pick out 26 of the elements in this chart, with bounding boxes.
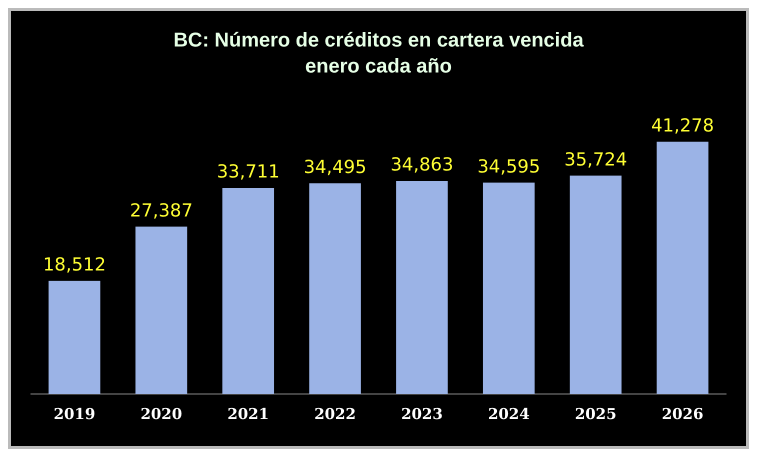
bar [48, 280, 100, 394]
data-label: 41,278 [651, 115, 714, 136]
chart-title: BC: Número de créditos en cartera vencida [173, 30, 584, 52]
data-label: 33,711 [216, 162, 280, 183]
x-tick-label: 2024 [488, 404, 530, 423]
x-tick-label: 2021 [227, 404, 270, 423]
data-label: 35,724 [564, 149, 628, 170]
x-tick-label: 2026 [662, 404, 704, 423]
bar [656, 142, 708, 394]
bar [222, 188, 274, 394]
data-label: 34,495 [304, 156, 367, 178]
bar [309, 183, 361, 394]
x-tick-label: 2025 [574, 404, 617, 423]
bar [570, 176, 622, 394]
x-tick-label: 2023 [401, 404, 443, 423]
data-label: 34,863 [390, 154, 454, 176]
data-label: 27,387 [130, 200, 193, 222]
data-label: 34,595 [477, 156, 540, 178]
data-label: 18,512 [42, 254, 106, 276]
bar [135, 226, 188, 394]
x-tick-label: 2022 [314, 404, 356, 423]
x-tick-label: 2019 [54, 404, 96, 423]
chart-subtitle: enero cada año [305, 56, 452, 78]
bar [396, 180, 448, 394]
bar [482, 182, 535, 394]
x-tick-label: 2020 [140, 404, 182, 423]
